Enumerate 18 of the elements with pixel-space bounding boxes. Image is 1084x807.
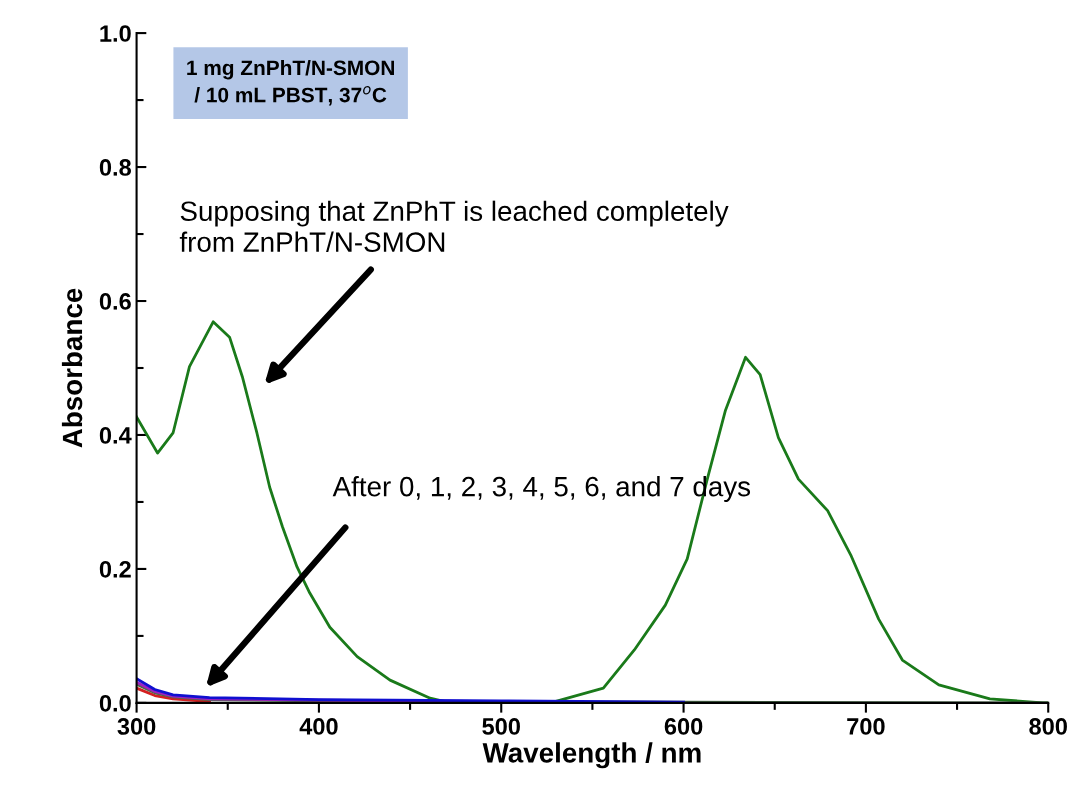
y-tick-label: 1.0 xyxy=(100,25,131,42)
y-axis-title: Absorbance xyxy=(61,288,83,448)
x-tick-label: 400 xyxy=(299,718,338,735)
y-tick-label: 0.8 xyxy=(99,159,131,176)
annotation: 1 mg ZnPhT/N-SMON / 10 mL PBST, 37$^{o}$C xyxy=(187,59,394,106)
x-tick-label: 300 xyxy=(117,718,156,735)
x-tick-label: 700 xyxy=(847,718,885,735)
annotation: Supposing that ZnPhT is leached completely from ZnPhT/N-SMON xyxy=(179,200,729,252)
y-tick-label: 0.4 xyxy=(99,427,132,444)
y-tick-label: 0.0 xyxy=(99,694,131,712)
x-axis-title: Wavelength / nm xyxy=(482,742,701,769)
x-tick-label: 800 xyxy=(1029,718,1067,735)
y-tick-label: 0.2 xyxy=(99,561,131,578)
line-series xyxy=(136,677,685,703)
y-tick-label: 0.6 xyxy=(99,293,131,310)
x-tick-label: 500 xyxy=(482,718,520,735)
x-tick-label: 600 xyxy=(664,718,703,735)
line-series xyxy=(136,686,211,703)
